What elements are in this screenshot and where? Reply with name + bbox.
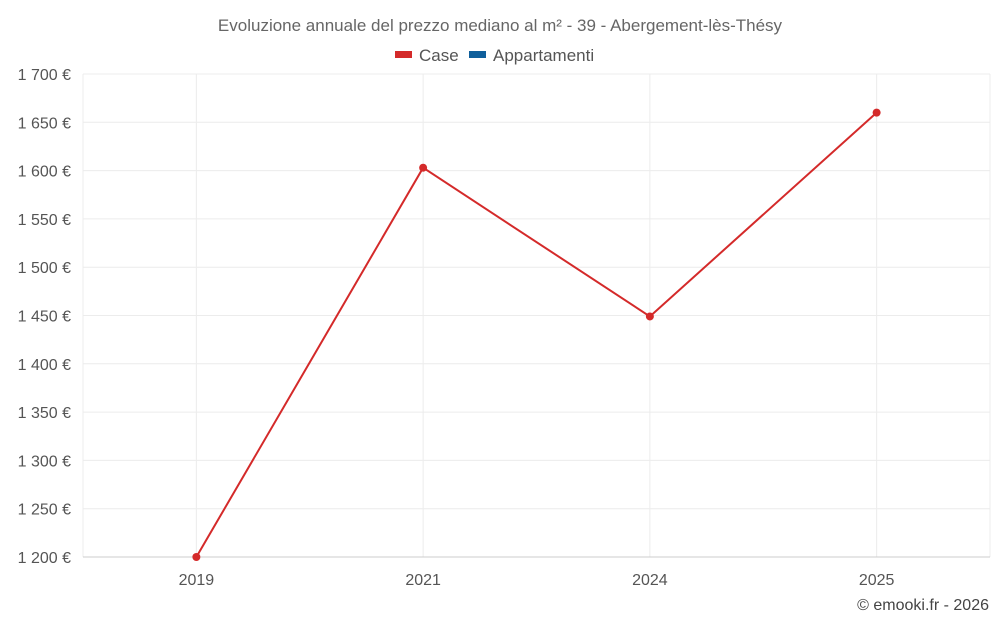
x-tick-label: 2019 — [179, 572, 215, 589]
x-tick-label: 2025 — [859, 572, 895, 589]
legend-swatch-appartamenti — [469, 51, 486, 58]
vertical-gridlines — [82, 74, 991, 557]
series-line-case — [195, 111, 878, 558]
data-point[interactable] — [872, 108, 881, 117]
legend-label-case: Case — [419, 46, 459, 65]
y-tick-label: 1 300 € — [18, 453, 71, 470]
y-tick-label: 1 650 € — [18, 115, 71, 132]
y-tick-label: 1 600 € — [18, 164, 71, 181]
y-tick-label: 1 250 € — [18, 502, 71, 519]
legend-item-case[interactable]: Case — [395, 46, 459, 65]
y-tick-label: 1 400 € — [18, 357, 71, 374]
y-tick-label: 1 200 € — [18, 550, 71, 567]
chart-title: Evoluzione annuale del prezzo mediano al… — [218, 16, 783, 35]
y-tick-label: 1 350 € — [18, 405, 71, 422]
legend: Case Appartamenti — [395, 46, 594, 65]
x-axis-labels: 2019 2021 2024 2025 — [179, 572, 895, 589]
x-tick-label: 2024 — [632, 572, 668, 589]
y-tick-label: 1 450 € — [18, 309, 71, 326]
y-tick-label: 1 500 € — [18, 260, 71, 277]
y-tick-label: 1 550 € — [18, 212, 71, 229]
y-axis-labels: 1 200 € 1 250 € 1 300 € 1 350 € 1 400 € 1 450… — [18, 67, 71, 567]
credit-text: © emooki.fr - 2026 — [857, 597, 989, 614]
horizontal-gridlines — [83, 73, 990, 558]
legend-label-appartamenti: Appartamenti — [493, 46, 594, 65]
legend-swatch-case — [395, 51, 412, 58]
x-tick-label: 2021 — [405, 572, 441, 589]
data-point[interactable] — [645, 312, 654, 321]
data-point[interactable] — [419, 163, 428, 172]
data-point[interactable] — [192, 553, 201, 561]
y-tick-label: 1 700 € — [18, 67, 71, 84]
series-layer — [192, 108, 881, 561]
legend-item-appartamenti[interactable]: Appartamenti — [469, 46, 594, 65]
